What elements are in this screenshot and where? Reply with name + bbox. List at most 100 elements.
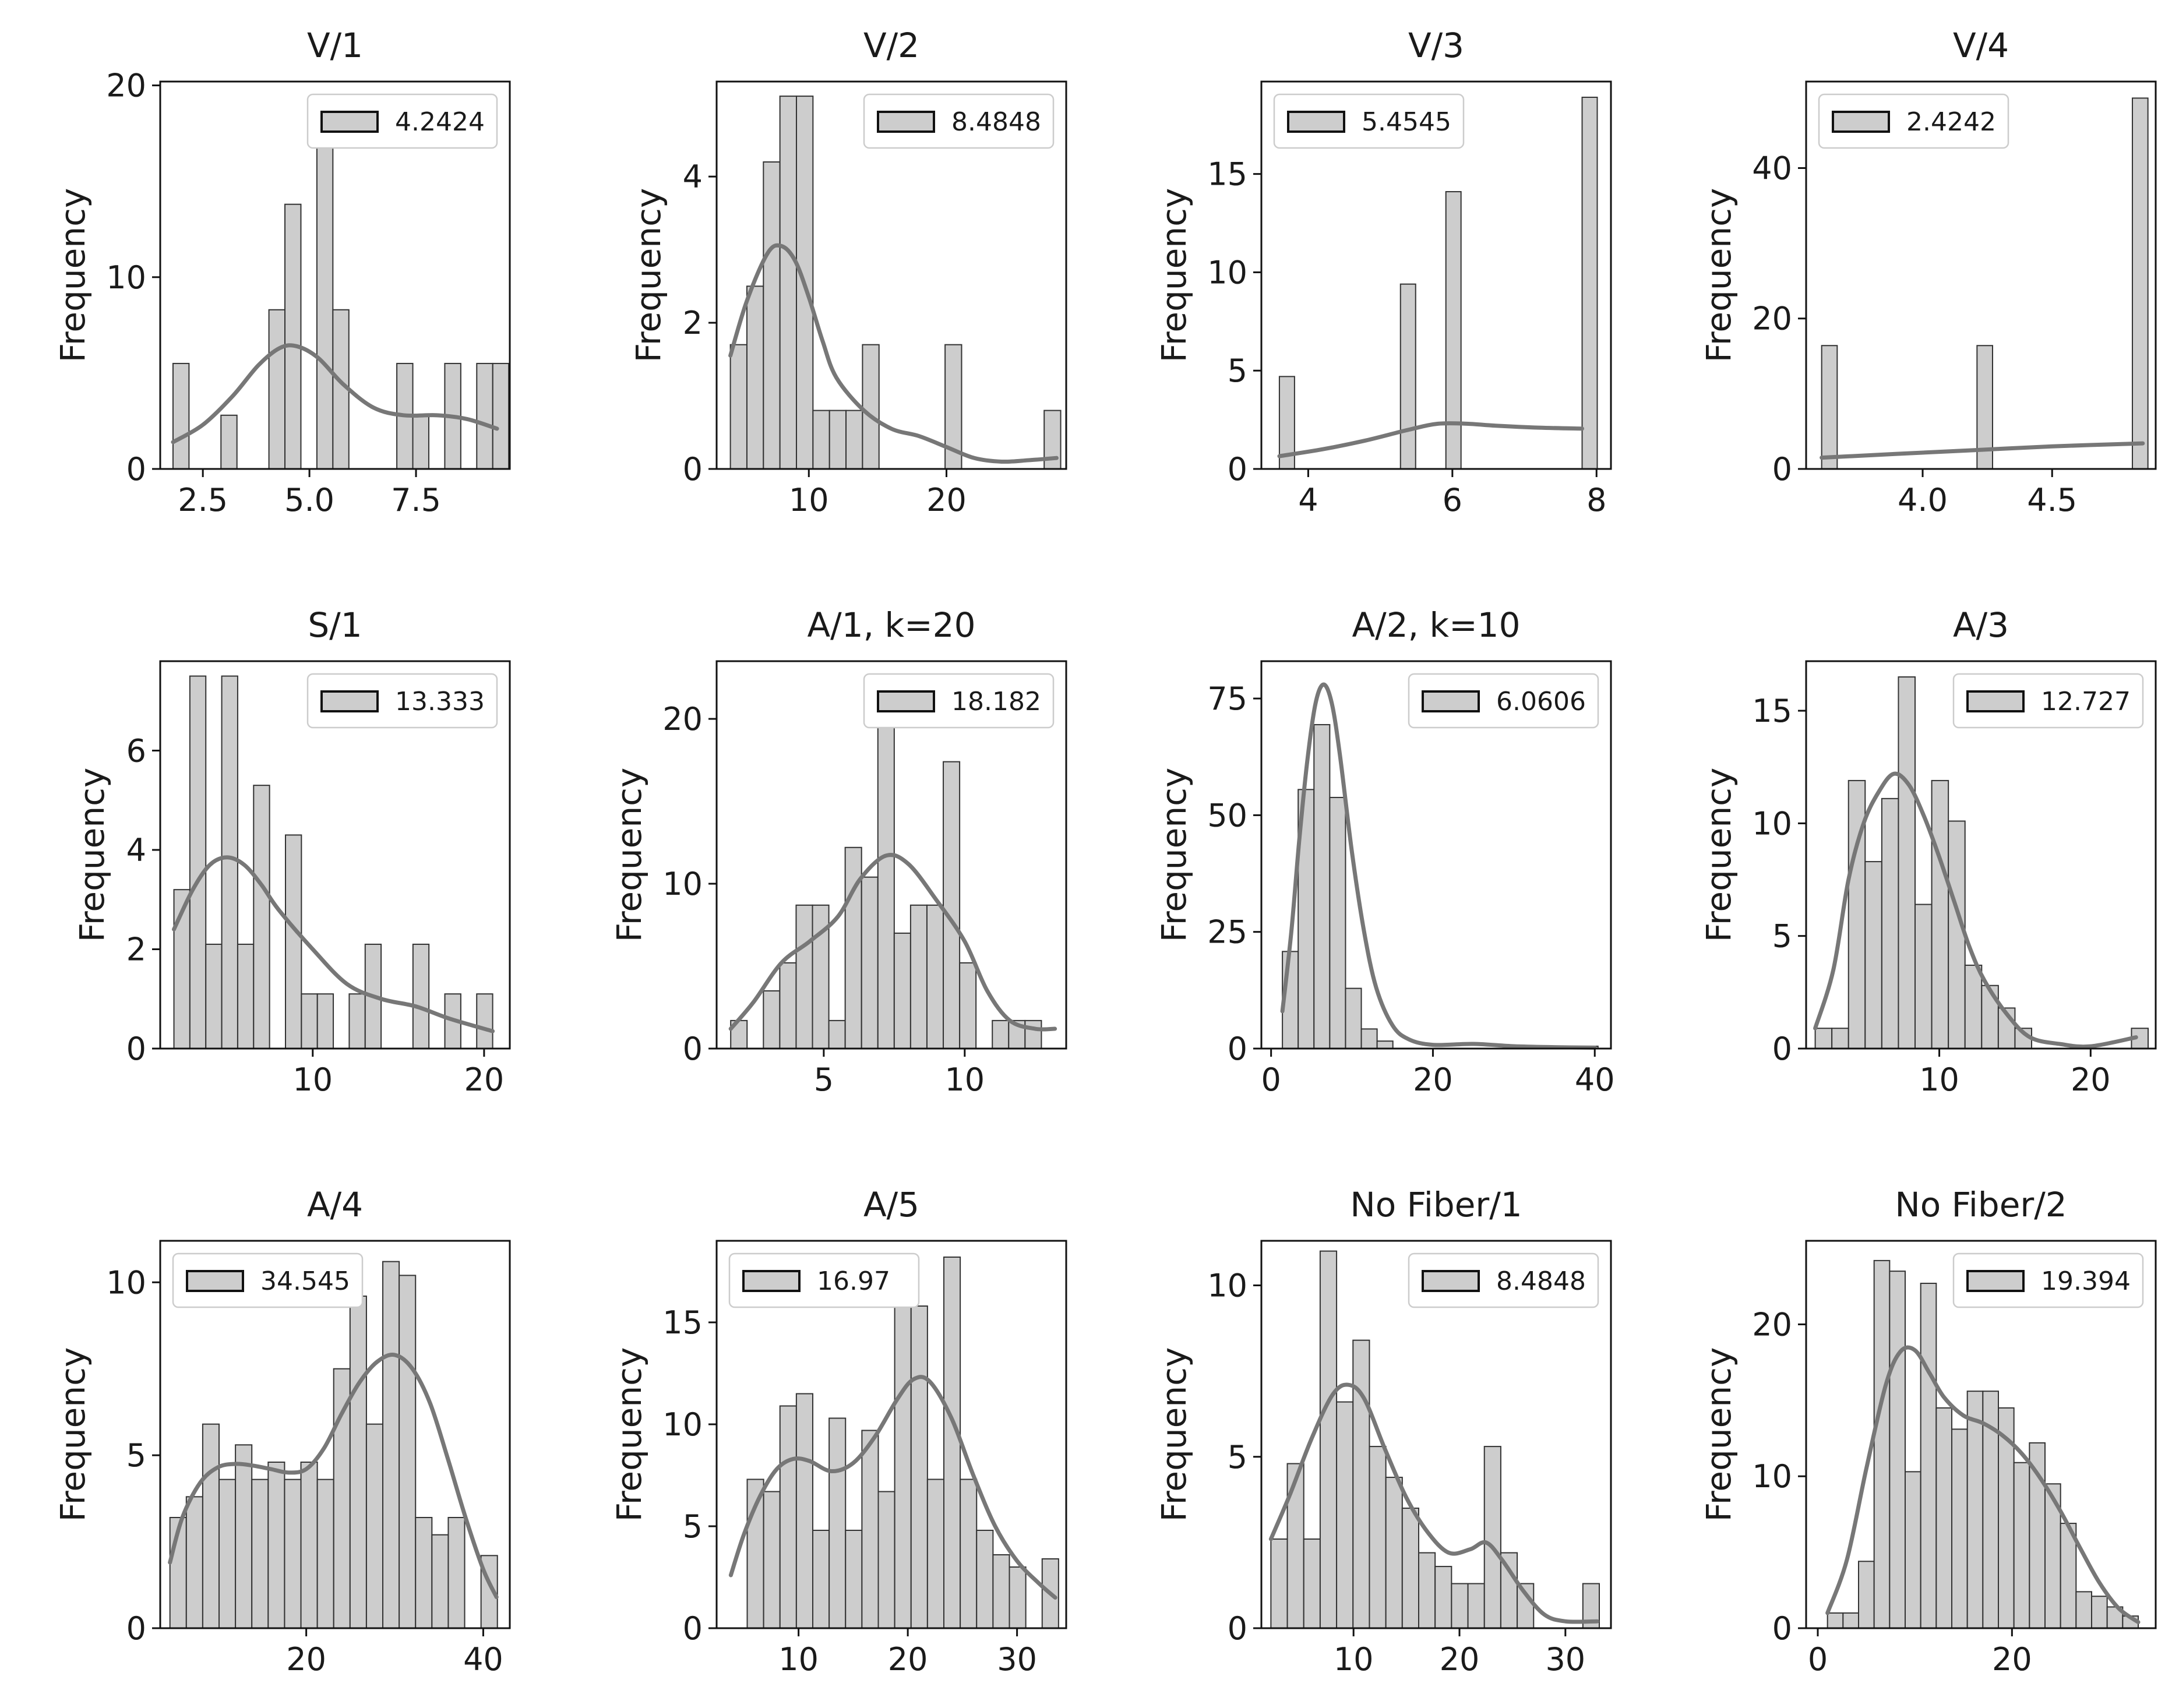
- panel-title: V/2: [863, 26, 919, 65]
- y-tick-label: 5: [1772, 918, 1792, 955]
- histogram-bar: [285, 834, 302, 1050]
- legend-swatch: [1832, 111, 1890, 133]
- histogram-bar: [845, 1530, 863, 1629]
- x-tick-label: 20: [926, 482, 967, 518]
- legend-label: 12.727: [2041, 687, 2131, 717]
- histogram-bar: [1434, 1566, 1452, 1629]
- y-tick-label: 0: [1228, 1031, 1247, 1067]
- kde-curve: [1825, 1345, 2141, 1625]
- legend-swatch: [1287, 111, 1345, 133]
- y-tick-label: 15: [662, 1304, 703, 1341]
- y-tick-label: 10: [1207, 1268, 1247, 1304]
- histogram-bar: [1948, 820, 1966, 1050]
- histogram-bar: [1483, 1446, 1501, 1629]
- x-tick-label: 0: [1261, 1061, 1281, 1098]
- histogram-bar: [763, 161, 781, 470]
- legend-swatch: [1422, 690, 1480, 712]
- legend-box: [1408, 673, 1599, 729]
- axes-frame: [1260, 660, 1612, 1050]
- x-tick-label: 30: [997, 1641, 1037, 1678]
- histogram-bar: [172, 362, 190, 470]
- histogram-bar: [1467, 1583, 1485, 1629]
- y-axis-label: Frequency: [1699, 768, 1739, 943]
- panel-2: 4 6 8 0 5 10 15 V/3 Frequency 5.4545: [1154, 26, 1612, 518]
- x-tick-label: 8: [1586, 482, 1606, 518]
- panel-9: 10 20 30 0 5 10 15 A/5 Frequency 16.97: [609, 1185, 1067, 1678]
- histogram-bar: [926, 1478, 944, 1629]
- y-tick-label: 50: [1207, 797, 1247, 834]
- histogram-bar: [1336, 1401, 1354, 1629]
- histogram-bar: [1981, 984, 1999, 1049]
- y-tick-label: 0: [126, 1610, 146, 1647]
- legend-label: 4.2424: [395, 107, 485, 137]
- histogram-bar: [1319, 1250, 1338, 1629]
- y-tick-label: 0: [1228, 451, 1247, 488]
- histogram-bar: [333, 1368, 351, 1629]
- panel-title: V/3: [1408, 26, 1464, 65]
- y-tick-label: 5: [1228, 352, 1247, 389]
- legend-swatch: [1422, 1270, 1480, 1292]
- axes-frame: [1805, 1240, 2157, 1629]
- axes-frame: [159, 660, 511, 1050]
- panel-title: V/1: [307, 26, 363, 65]
- panel-title: A/3: [1953, 605, 2009, 645]
- panel-11: 0 20 0 10 20 No Fiber/2 Frequency 19.394: [1699, 1185, 2157, 1678]
- y-tick-label: 25: [1207, 914, 1247, 951]
- y-tick-label: 20: [1752, 1306, 1792, 1343]
- histogram-bar: [959, 962, 977, 1050]
- histogram-bar: [189, 675, 207, 1049]
- legend-box: [306, 673, 498, 729]
- x-tick-label: 0: [1808, 1641, 1828, 1678]
- y-tick-label: 0: [683, 1031, 703, 1067]
- histogram-bar: [382, 1261, 400, 1629]
- y-tick-label: 10: [1752, 1458, 1792, 1495]
- y-axis-label: Frequency: [1154, 1347, 1194, 1522]
- histogram-bar: [237, 943, 255, 1050]
- histogram-bar: [218, 1478, 237, 1629]
- histogram-bar: [1352, 1339, 1370, 1629]
- x-tick-label: 10: [944, 1061, 985, 1098]
- histogram-bar: [862, 344, 880, 470]
- kde-curve: [728, 1375, 1057, 1600]
- histogram-bar: [1581, 97, 1598, 470]
- axes-frame: [1805, 80, 2157, 470]
- x-tick-label: 20: [2071, 1061, 2111, 1098]
- legend-box: [728, 1252, 920, 1308]
- legend-swatch: [877, 111, 935, 133]
- histogram-bar: [316, 98, 334, 470]
- histogram-bar: [746, 285, 764, 470]
- kde-curve: [171, 343, 499, 444]
- panel-10: 10 20 30 0 5 10 No Fiber/1 Frequency 8.4848: [1154, 1185, 1612, 1678]
- panel-title: A/4: [307, 1185, 363, 1224]
- x-tick-label: 40: [1575, 1061, 1615, 1098]
- y-tick-label: 10: [662, 1406, 703, 1443]
- y-tick-label: 20: [1752, 301, 1792, 337]
- y-tick-label: 0: [1772, 451, 1792, 488]
- histogram-bar: [861, 1430, 879, 1629]
- y-axis-label: Frequency: [1699, 1347, 1739, 1522]
- histogram-bar: [1345, 987, 1362, 1049]
- y-tick-label: 0: [1228, 1610, 1247, 1647]
- histogram-bar: [1445, 191, 1462, 470]
- histogram-bar: [349, 1296, 367, 1629]
- histogram-bar: [221, 675, 238, 1049]
- panel-7: 10 20 0 5 10 15 A/3 Frequency 12.727: [1699, 605, 2157, 1098]
- legend-box: [306, 93, 498, 149]
- histogram-bar: [412, 414, 429, 470]
- histogram-bar: [1889, 1271, 1906, 1629]
- histogram-bar: [1286, 1463, 1304, 1629]
- legend-box: [863, 93, 1055, 149]
- legend-swatch: [186, 1270, 244, 1292]
- y-tick-label: 0: [683, 451, 703, 488]
- histogram-bar: [1842, 1612, 1859, 1629]
- histogram-bar: [365, 1423, 384, 1629]
- histogram-bar: [1303, 1538, 1321, 1629]
- histogram-bar: [992, 1019, 1010, 1050]
- histogram-bar: [202, 1423, 220, 1629]
- histogram-bar: [1270, 1538, 1288, 1629]
- legend-box: [863, 673, 1055, 729]
- y-tick-label: 4: [683, 158, 703, 195]
- y-tick-label: 10: [106, 1264, 146, 1301]
- y-tick-label: 5: [126, 1437, 146, 1474]
